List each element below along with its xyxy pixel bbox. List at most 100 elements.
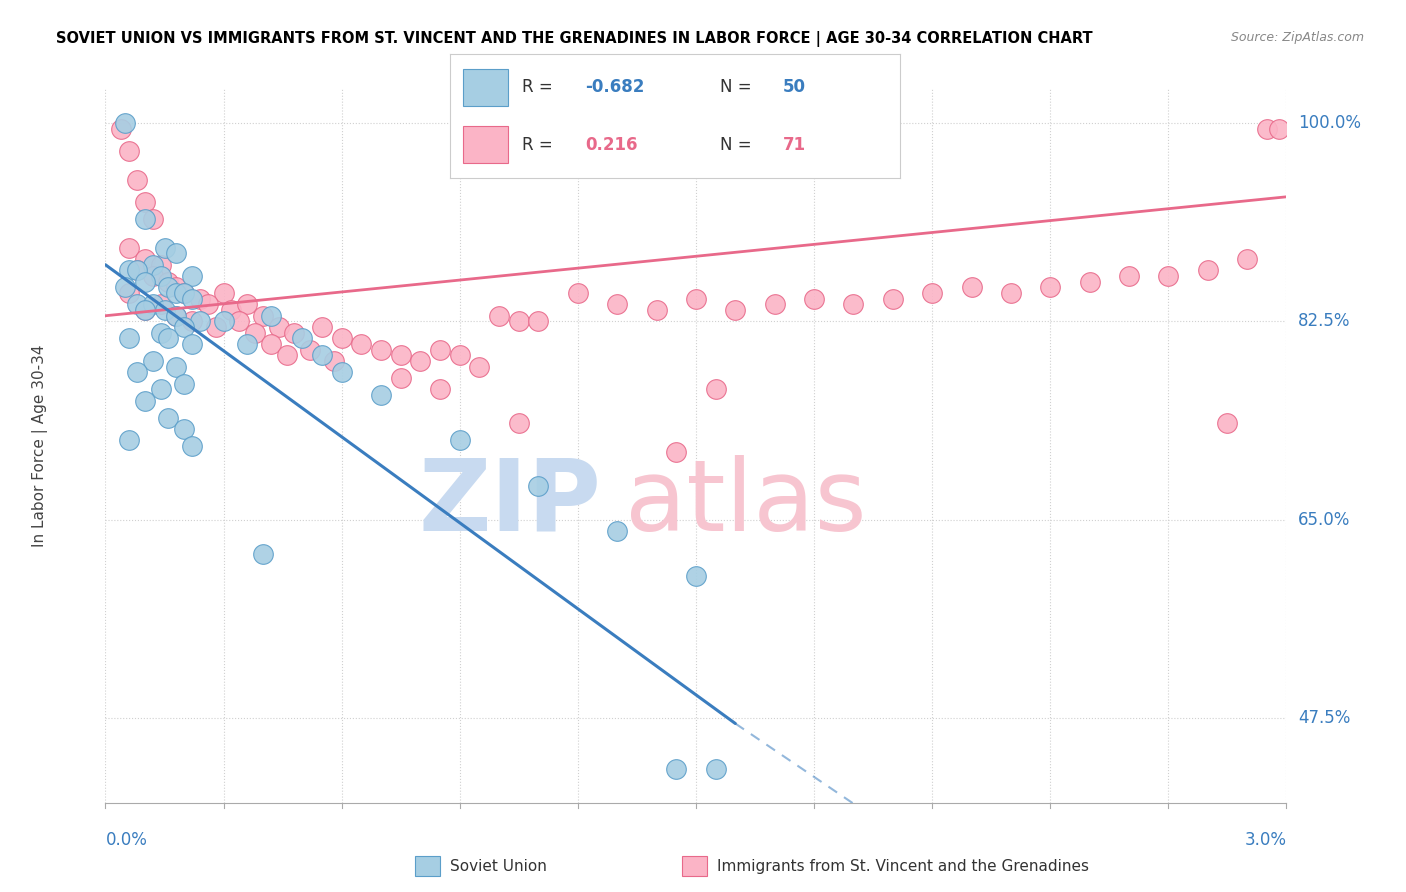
- Text: 0.216: 0.216: [585, 136, 637, 153]
- Point: [299, 343, 322, 357]
- Point: [1118, 269, 1140, 284]
- Point: [157, 331, 180, 345]
- Point: [165, 286, 187, 301]
- Point: [527, 314, 550, 328]
- Point: [468, 359, 491, 374]
- Point: [204, 320, 226, 334]
- Point: [125, 365, 148, 379]
- Point: [114, 280, 136, 294]
- Point: [181, 337, 204, 351]
- Point: [1216, 417, 1239, 431]
- Point: [142, 354, 165, 368]
- Point: [763, 297, 786, 311]
- Point: [134, 303, 156, 318]
- Text: SOVIET UNION VS IMMIGRANTS FROM ST. VINCENT AND THE GRENADINES IN LABOR FORCE | : SOVIET UNION VS IMMIGRANTS FROM ST. VINC…: [56, 31, 1092, 47]
- Point: [291, 331, 314, 345]
- Point: [260, 337, 283, 351]
- Point: [449, 348, 471, 362]
- Point: [188, 314, 211, 328]
- Text: atlas: atlas: [626, 455, 866, 551]
- Point: [110, 121, 132, 136]
- Point: [228, 314, 250, 328]
- Point: [508, 417, 530, 431]
- Text: R =: R =: [522, 78, 558, 96]
- Point: [125, 263, 148, 277]
- Point: [212, 286, 235, 301]
- Point: [252, 309, 274, 323]
- Point: [267, 320, 290, 334]
- Point: [221, 303, 243, 318]
- Text: Soviet Union: Soviet Union: [450, 859, 547, 873]
- Point: [173, 320, 195, 334]
- Point: [181, 439, 204, 453]
- Point: [1078, 275, 1101, 289]
- Point: [212, 314, 235, 328]
- Point: [685, 569, 707, 583]
- Point: [311, 348, 333, 362]
- Point: [118, 434, 141, 448]
- Point: [606, 524, 628, 538]
- Point: [118, 286, 141, 301]
- Point: [665, 444, 688, 458]
- Point: [685, 292, 707, 306]
- Point: [188, 292, 211, 306]
- Point: [409, 354, 432, 368]
- Point: [125, 173, 148, 187]
- Point: [125, 297, 148, 311]
- Point: [157, 410, 180, 425]
- Point: [236, 337, 259, 351]
- Point: [134, 303, 156, 318]
- Point: [142, 297, 165, 311]
- Point: [370, 388, 392, 402]
- Text: N =: N =: [720, 136, 756, 153]
- Point: [134, 393, 156, 408]
- Point: [260, 309, 283, 323]
- Point: [311, 320, 333, 334]
- Point: [704, 762, 727, 776]
- Point: [882, 292, 904, 306]
- Point: [1256, 121, 1278, 136]
- Point: [322, 354, 344, 368]
- Text: 0.0%: 0.0%: [105, 831, 148, 849]
- Point: [125, 263, 148, 277]
- Text: In Labor Force | Age 30-34: In Labor Force | Age 30-34: [32, 344, 48, 548]
- Point: [118, 331, 141, 345]
- Point: [197, 297, 219, 311]
- Point: [370, 343, 392, 357]
- Text: 47.5%: 47.5%: [1298, 709, 1351, 727]
- Point: [488, 309, 510, 323]
- Point: [449, 434, 471, 448]
- Point: [134, 212, 156, 227]
- Text: 71: 71: [783, 136, 806, 153]
- Point: [429, 383, 451, 397]
- Point: [1000, 286, 1022, 301]
- Point: [1267, 121, 1289, 136]
- Point: [803, 292, 825, 306]
- Point: [173, 376, 195, 391]
- Text: 65.0%: 65.0%: [1298, 510, 1351, 529]
- Point: [134, 195, 156, 210]
- Point: [508, 314, 530, 328]
- Point: [165, 309, 187, 323]
- Bar: [464, 126, 509, 163]
- Text: Immigrants from St. Vincent and the Grenadines: Immigrants from St. Vincent and the Gren…: [717, 859, 1090, 873]
- Point: [165, 309, 187, 323]
- Point: [142, 258, 165, 272]
- Point: [153, 303, 176, 318]
- Point: [165, 280, 187, 294]
- Point: [157, 280, 180, 294]
- Point: [1039, 280, 1062, 294]
- Text: Source: ZipAtlas.com: Source: ZipAtlas.com: [1230, 31, 1364, 45]
- Text: 82.5%: 82.5%: [1298, 312, 1351, 330]
- Point: [157, 275, 180, 289]
- Point: [149, 326, 172, 340]
- Point: [118, 145, 141, 159]
- Text: N =: N =: [720, 78, 756, 96]
- Point: [330, 331, 353, 345]
- Point: [665, 762, 688, 776]
- Point: [181, 292, 204, 306]
- Point: [181, 314, 204, 328]
- Point: [527, 478, 550, 492]
- Point: [149, 297, 172, 311]
- Point: [1236, 252, 1258, 266]
